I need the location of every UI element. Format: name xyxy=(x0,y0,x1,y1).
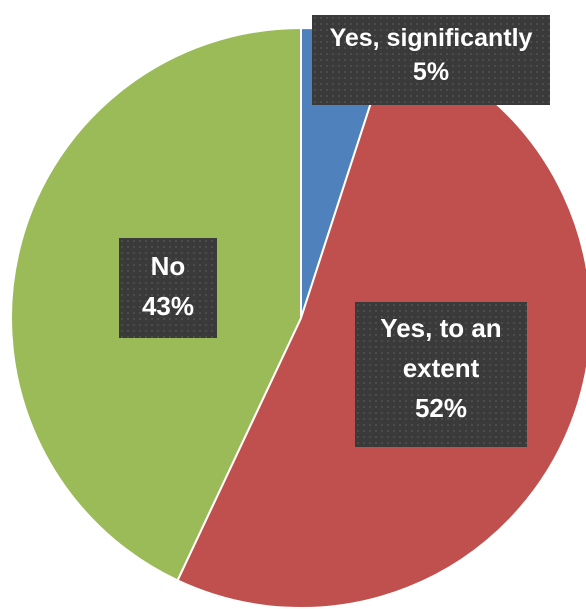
data-label-category: Yes, to an xyxy=(380,313,502,343)
data-label-yes-to-an-extent: Yes, to an extent 52% xyxy=(355,302,527,447)
data-label-percent: 5% xyxy=(412,58,450,86)
data-label-percent: 43% xyxy=(141,291,195,321)
data-label-category-line2: extent xyxy=(402,353,480,383)
data-label-percent: 52% xyxy=(414,393,468,423)
data-label-category: Yes, significantly xyxy=(329,24,533,52)
data-label-yes-significantly: Yes, significantly 5% xyxy=(312,15,550,105)
data-label-category: No xyxy=(150,251,186,281)
data-label-no: No 43% xyxy=(119,238,217,338)
